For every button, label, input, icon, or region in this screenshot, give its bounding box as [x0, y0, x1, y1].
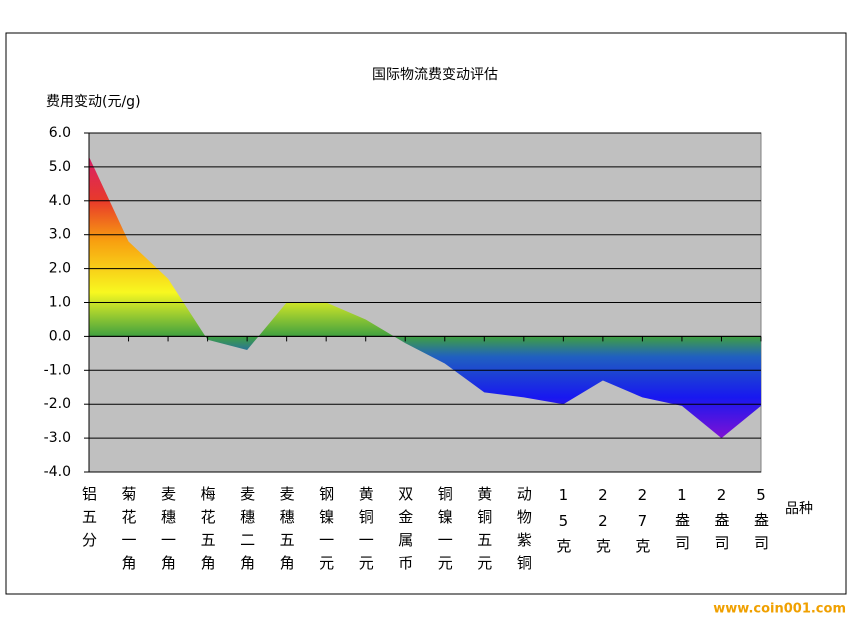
y-tick-label: -3.0 [44, 430, 71, 446]
x-tick-label: 黄铜五元 [475, 486, 494, 578]
watermark: www.coin001.com [713, 602, 846, 617]
y-tick-label: 2.0 [49, 261, 71, 277]
x-tick-label: 铝五分 [80, 486, 98, 555]
y-tick-label: 1.0 [49, 295, 71, 311]
x-tick-label: 麦穗五角 [277, 486, 296, 578]
x-tick-label: 15克 [554, 486, 573, 561]
x-tick-label: 5盎司 [752, 486, 770, 558]
x-tick-label: 钢镍一元 [317, 486, 336, 578]
x-tick-label: 梅花五角 [198, 486, 217, 578]
x-tick-label: 麦穗二角 [238, 486, 257, 578]
x-tick-label: 麦穗一角 [159, 486, 178, 578]
chart-title: 国际物流费变动评估 [372, 67, 498, 83]
x-tick-label: 菊花一角 [119, 486, 138, 578]
x-tick-label: 铜镍一元 [435, 486, 454, 578]
x-tick-label: 1盎司 [672, 486, 691, 558]
x-tick-label: 2盎司 [712, 486, 731, 558]
x-tick-label: 27克 [633, 486, 652, 561]
y-tick-label: 6.0 [49, 125, 71, 141]
y-tick-label: -4.0 [44, 464, 71, 480]
y-tick-label: 0.0 [49, 328, 71, 344]
x-tick-label: 动物紫铜 [514, 486, 533, 578]
y-tick-label: 3.0 [49, 227, 71, 243]
y-tick-label: -1.0 [44, 362, 71, 378]
y-tick-label: 5.0 [49, 159, 71, 175]
x-tick-label: 双金属币 [396, 486, 415, 578]
x-axis-label: 品种 [785, 501, 813, 517]
y-tick-label: -2.0 [44, 396, 71, 412]
y-tick-label: 4.0 [49, 193, 71, 209]
x-tick-label: 黄铜一元 [356, 486, 375, 578]
y-axis-label: 费用变动(元/g) [46, 94, 141, 110]
x-tick-label: 22克 [593, 486, 612, 561]
area [89, 156, 761, 439]
